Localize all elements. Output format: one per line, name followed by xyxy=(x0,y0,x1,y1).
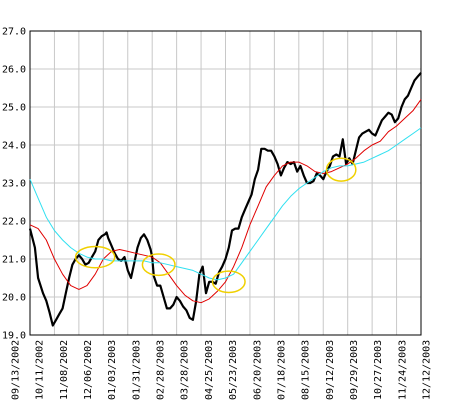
x-tick-label: 06/20/2003 xyxy=(252,340,263,400)
x-tick-label: 09/29/2003 xyxy=(349,340,360,400)
x-tick-label: 07/18/2003 xyxy=(276,340,287,400)
x-tick-label: 10/27/2003 xyxy=(373,340,384,400)
grid xyxy=(29,30,422,336)
y-tick-label: 24.0 xyxy=(2,141,26,152)
series-line-0 xyxy=(28,72,422,327)
x-tick-label: 10/11/2002 xyxy=(35,340,46,400)
y-tick-label: 23.0 xyxy=(2,179,26,190)
plot-frame xyxy=(29,30,422,336)
x-tick-label: 12/06/2002 xyxy=(83,340,94,400)
series-line-2 xyxy=(29,127,422,281)
y-tick-label: 22.0 xyxy=(2,217,26,228)
y-tick-label: 21.0 xyxy=(2,255,26,266)
x-tick-label: 11/24/2003 xyxy=(397,340,408,400)
x-tick-label: 04/25/2003 xyxy=(204,340,215,400)
highlight-ellipse xyxy=(141,253,176,277)
x-axis-ticks: 09/13/2002 10/11/2002 11/08/2002 12/06/2002… xyxy=(11,340,433,400)
series-line-1 xyxy=(29,99,422,304)
series-group xyxy=(28,72,422,327)
y-tick-label: 20.0 xyxy=(2,293,26,304)
annotation-group xyxy=(74,157,357,294)
x-tick-label: 01/31/2003 xyxy=(131,340,142,400)
x-tick-label: 09/12/2003 xyxy=(325,340,336,400)
y-axis-ticks: 19.0 20.0 21.0 22.0 23.0 24.0 25.0 26.0 27.0 xyxy=(2,27,26,342)
y-tick-label: 19.0 xyxy=(2,331,26,342)
x-tick-label: 03/28/2003 xyxy=(180,340,191,400)
x-tick-label: 09/13/2002 xyxy=(11,340,22,400)
highlight-ellipse xyxy=(325,157,357,182)
y-tick-label: 27.0 xyxy=(2,27,26,38)
highlight-ellipse xyxy=(211,270,246,294)
x-tick-label: 11/08/2002 xyxy=(59,340,70,400)
x-tick-label: 02/28/2003 xyxy=(156,340,167,400)
x-tick-label: 12/12/2003 xyxy=(422,340,433,400)
highlight-ellipse xyxy=(74,245,116,269)
x-tick-label: 08/15/2003 xyxy=(301,340,312,400)
y-tick-label: 26.0 xyxy=(2,65,26,76)
x-tick-label: 01/03/2003 xyxy=(107,340,118,400)
y-tick-label: 25.0 xyxy=(2,103,26,114)
x-tick-label: 05/23/2003 xyxy=(228,340,239,400)
